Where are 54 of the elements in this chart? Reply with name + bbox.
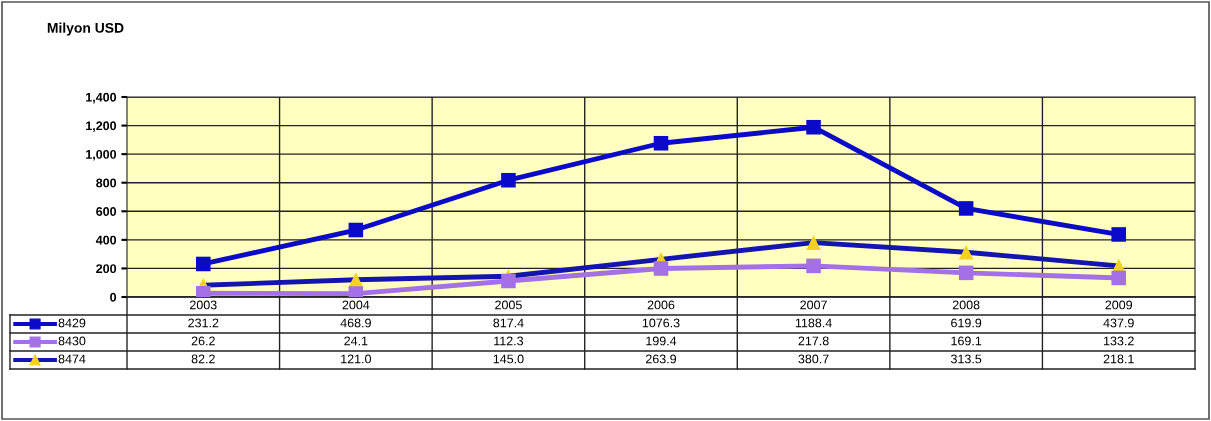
x-tick-label: 2007 [800,300,827,310]
point [501,273,516,289]
data-label: 24.1 [344,336,368,346]
data-label: 1076.3 [642,318,680,328]
x-tick-label: 2008 [952,300,980,310]
y-tick-label: 1,400 [86,92,117,104]
y-tick-label: 1,200 [86,121,117,133]
point [1111,227,1126,242]
point [806,258,821,274]
point [653,261,669,276]
y-tick-label: 1,000 [86,149,117,161]
data-label: 133.2 [1104,336,1134,346]
data-label: 817.4 [493,318,524,328]
legend-label: 8430 [58,336,86,346]
data-label: 82.2 [191,354,215,364]
x-tick-label: 2009 [1105,300,1133,310]
chart-title: Milyon USD [47,22,124,36]
point [806,119,821,135]
point [653,135,669,151]
x-tick-label: 2004 [342,300,370,310]
data-label: 145.0 [493,354,524,364]
data-label: 112.3 [494,336,524,346]
x-tick-label: 2006 [647,300,675,310]
point [806,235,821,250]
data-label: 217.8 [798,336,829,346]
x-tick-label: 2005 [495,300,522,310]
point [1111,270,1126,286]
data-label: 1188.4 [795,318,832,328]
data-label: 218.1 [1103,354,1134,364]
point [196,256,211,272]
data-label: 199.4 [646,336,677,346]
point [501,172,516,188]
data-label: 169.1 [951,336,982,346]
legend-label: 8474 [58,354,86,364]
data-label: 437.9 [1103,318,1134,328]
data-label: 380.7 [798,354,829,364]
data-label: 26.2 [191,336,215,346]
x-tick-label: 2003 [190,300,217,310]
point [958,201,974,216]
y-tick-label: 200 [96,264,117,274]
y-tick-label: 600 [96,207,117,216]
legend-label: 8429 [58,318,86,328]
point [348,222,364,238]
data-label: 263.9 [645,354,677,364]
point [958,244,974,260]
y-tick-label: 0 [110,292,117,302]
data-label: 313.5 [950,354,982,364]
data-label: 231.2 [188,318,219,328]
data-label: 468.9 [340,318,371,328]
y-tick-label: 800 [96,178,117,188]
data-label: 121.0 [341,354,372,364]
y-tick-label: 400 [95,235,117,245]
point [958,265,974,281]
data-label: 619.9 [951,318,982,328]
